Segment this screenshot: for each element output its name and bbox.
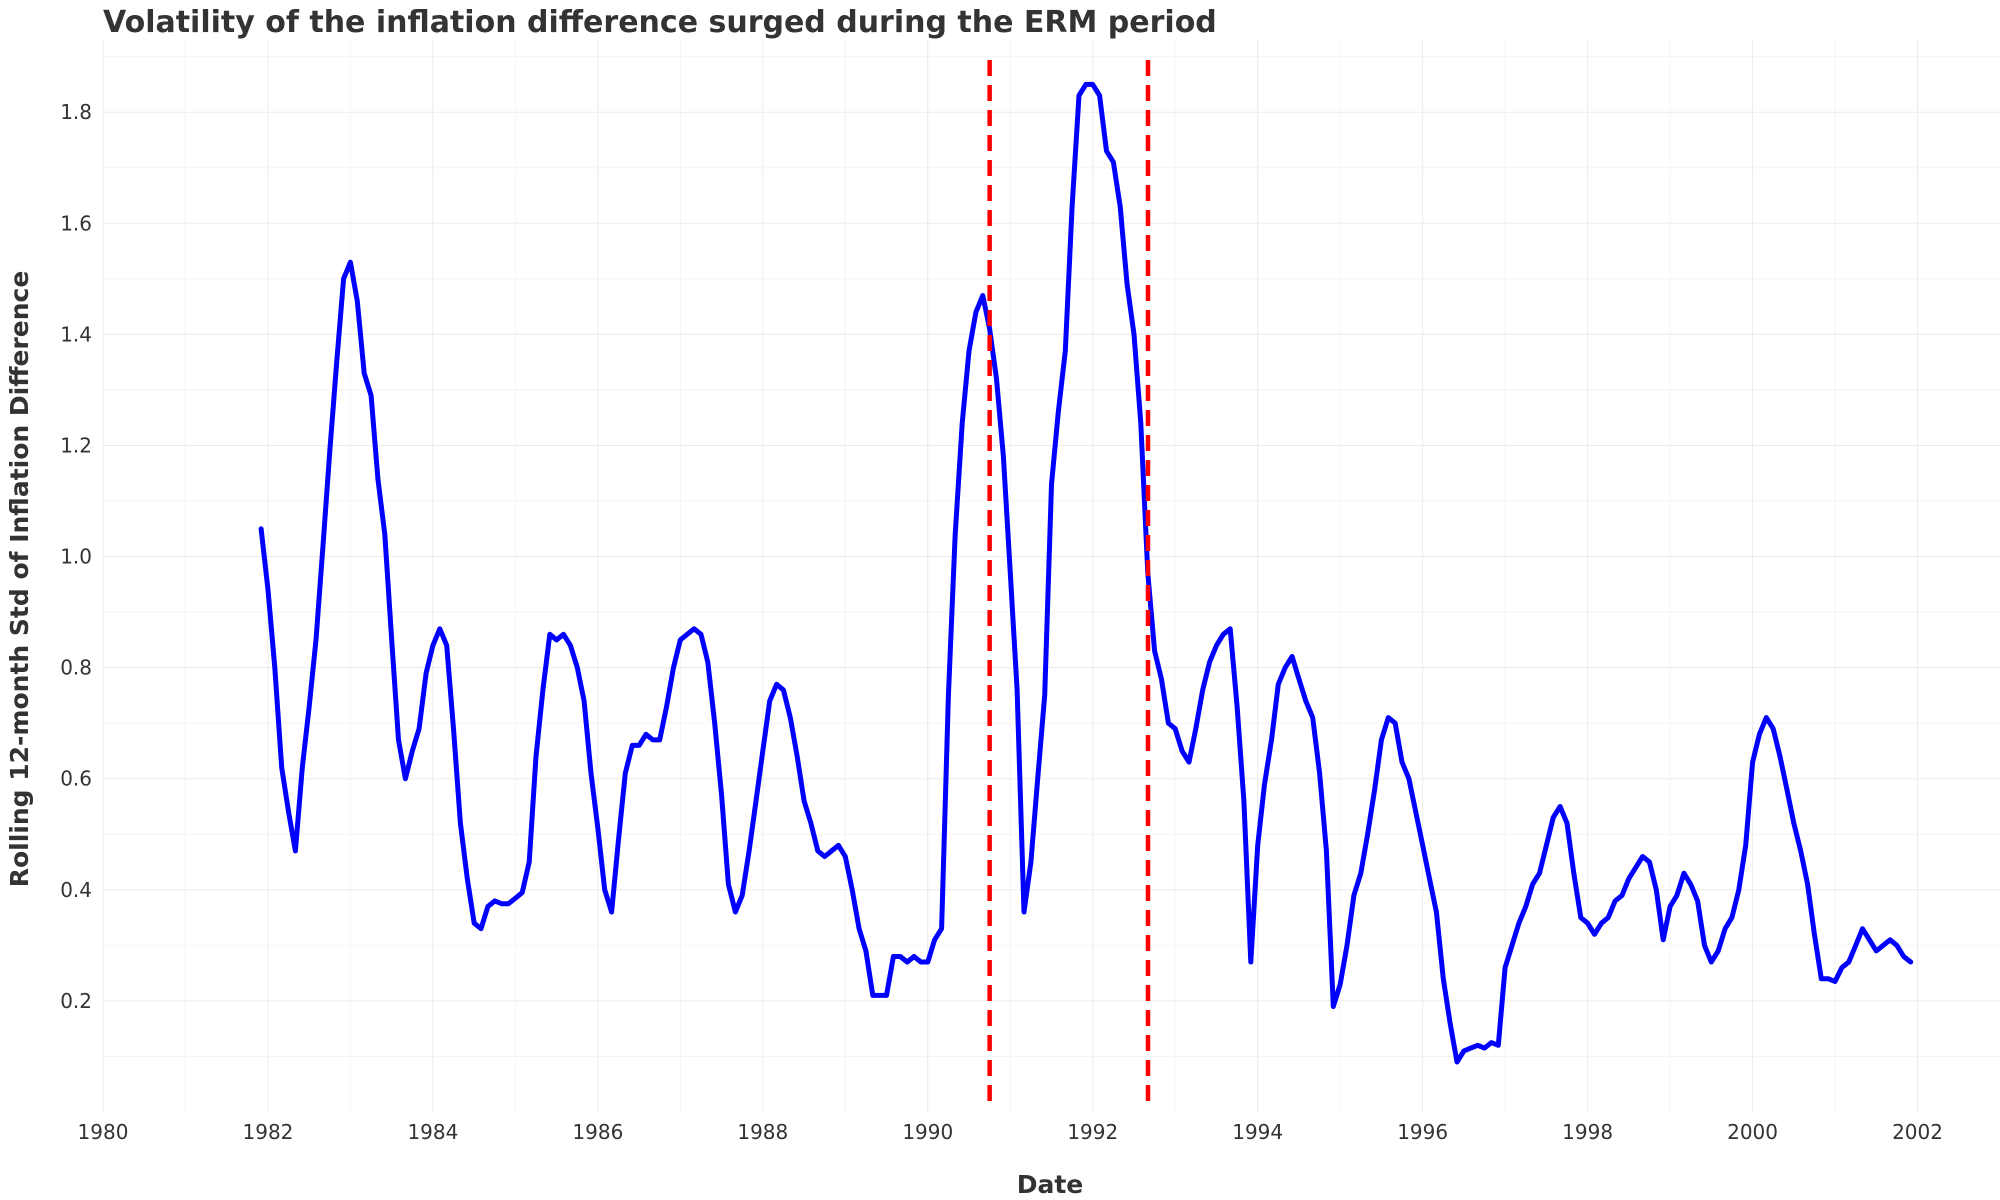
y-axis-ticks: 0.2 0.4 0.6 0.8 1.0 1.2 1.4 1.6 1.8 xyxy=(60,100,92,1013)
x-tick-label: 2000 xyxy=(1727,1120,1778,1144)
x-tick-label: 1990 xyxy=(902,1120,953,1144)
x-tick-label: 1992 xyxy=(1067,1120,1118,1144)
y-tick-label: 0.8 xyxy=(60,656,92,680)
y-axis-title: Rolling 12-month Std of Inflation Differ… xyxy=(5,271,34,888)
x-tick-label: 1984 xyxy=(407,1120,458,1144)
y-tick-label: 1.2 xyxy=(60,433,92,457)
x-tick-label: 1998 xyxy=(1562,1120,1613,1144)
chart-title: Volatility of the inflation difference s… xyxy=(103,5,1217,40)
x-tick-label: 1994 xyxy=(1232,1120,1283,1144)
x-tick-label: 1986 xyxy=(572,1120,623,1144)
y-tick-label: 1.0 xyxy=(60,545,92,569)
y-tick-label: 1.6 xyxy=(60,211,92,235)
y-tick-label: 0.4 xyxy=(60,878,92,902)
series-layer xyxy=(258,60,1914,1110)
x-tick-label: 1980 xyxy=(78,1120,129,1144)
y-tick-label: 1.8 xyxy=(60,100,92,124)
x-tick-label: 1982 xyxy=(243,1120,294,1144)
x-axis-title: Date xyxy=(1017,1170,1084,1199)
series-line xyxy=(258,81,1914,1065)
x-axis-ticks: 1980 1982 1984 1986 1988 1990 1992 1994 1996 1998… xyxy=(78,1120,1943,1144)
x-tick-label: 1988 xyxy=(737,1120,788,1144)
x-tick-label: 1996 xyxy=(1397,1120,1448,1144)
y-tick-label: 1.4 xyxy=(60,322,92,346)
x-tick-label: 2002 xyxy=(1892,1120,1943,1144)
y-tick-label: 0.2 xyxy=(60,989,92,1013)
gridlines xyxy=(102,40,2000,1112)
y-tick-label: 0.6 xyxy=(60,767,92,791)
